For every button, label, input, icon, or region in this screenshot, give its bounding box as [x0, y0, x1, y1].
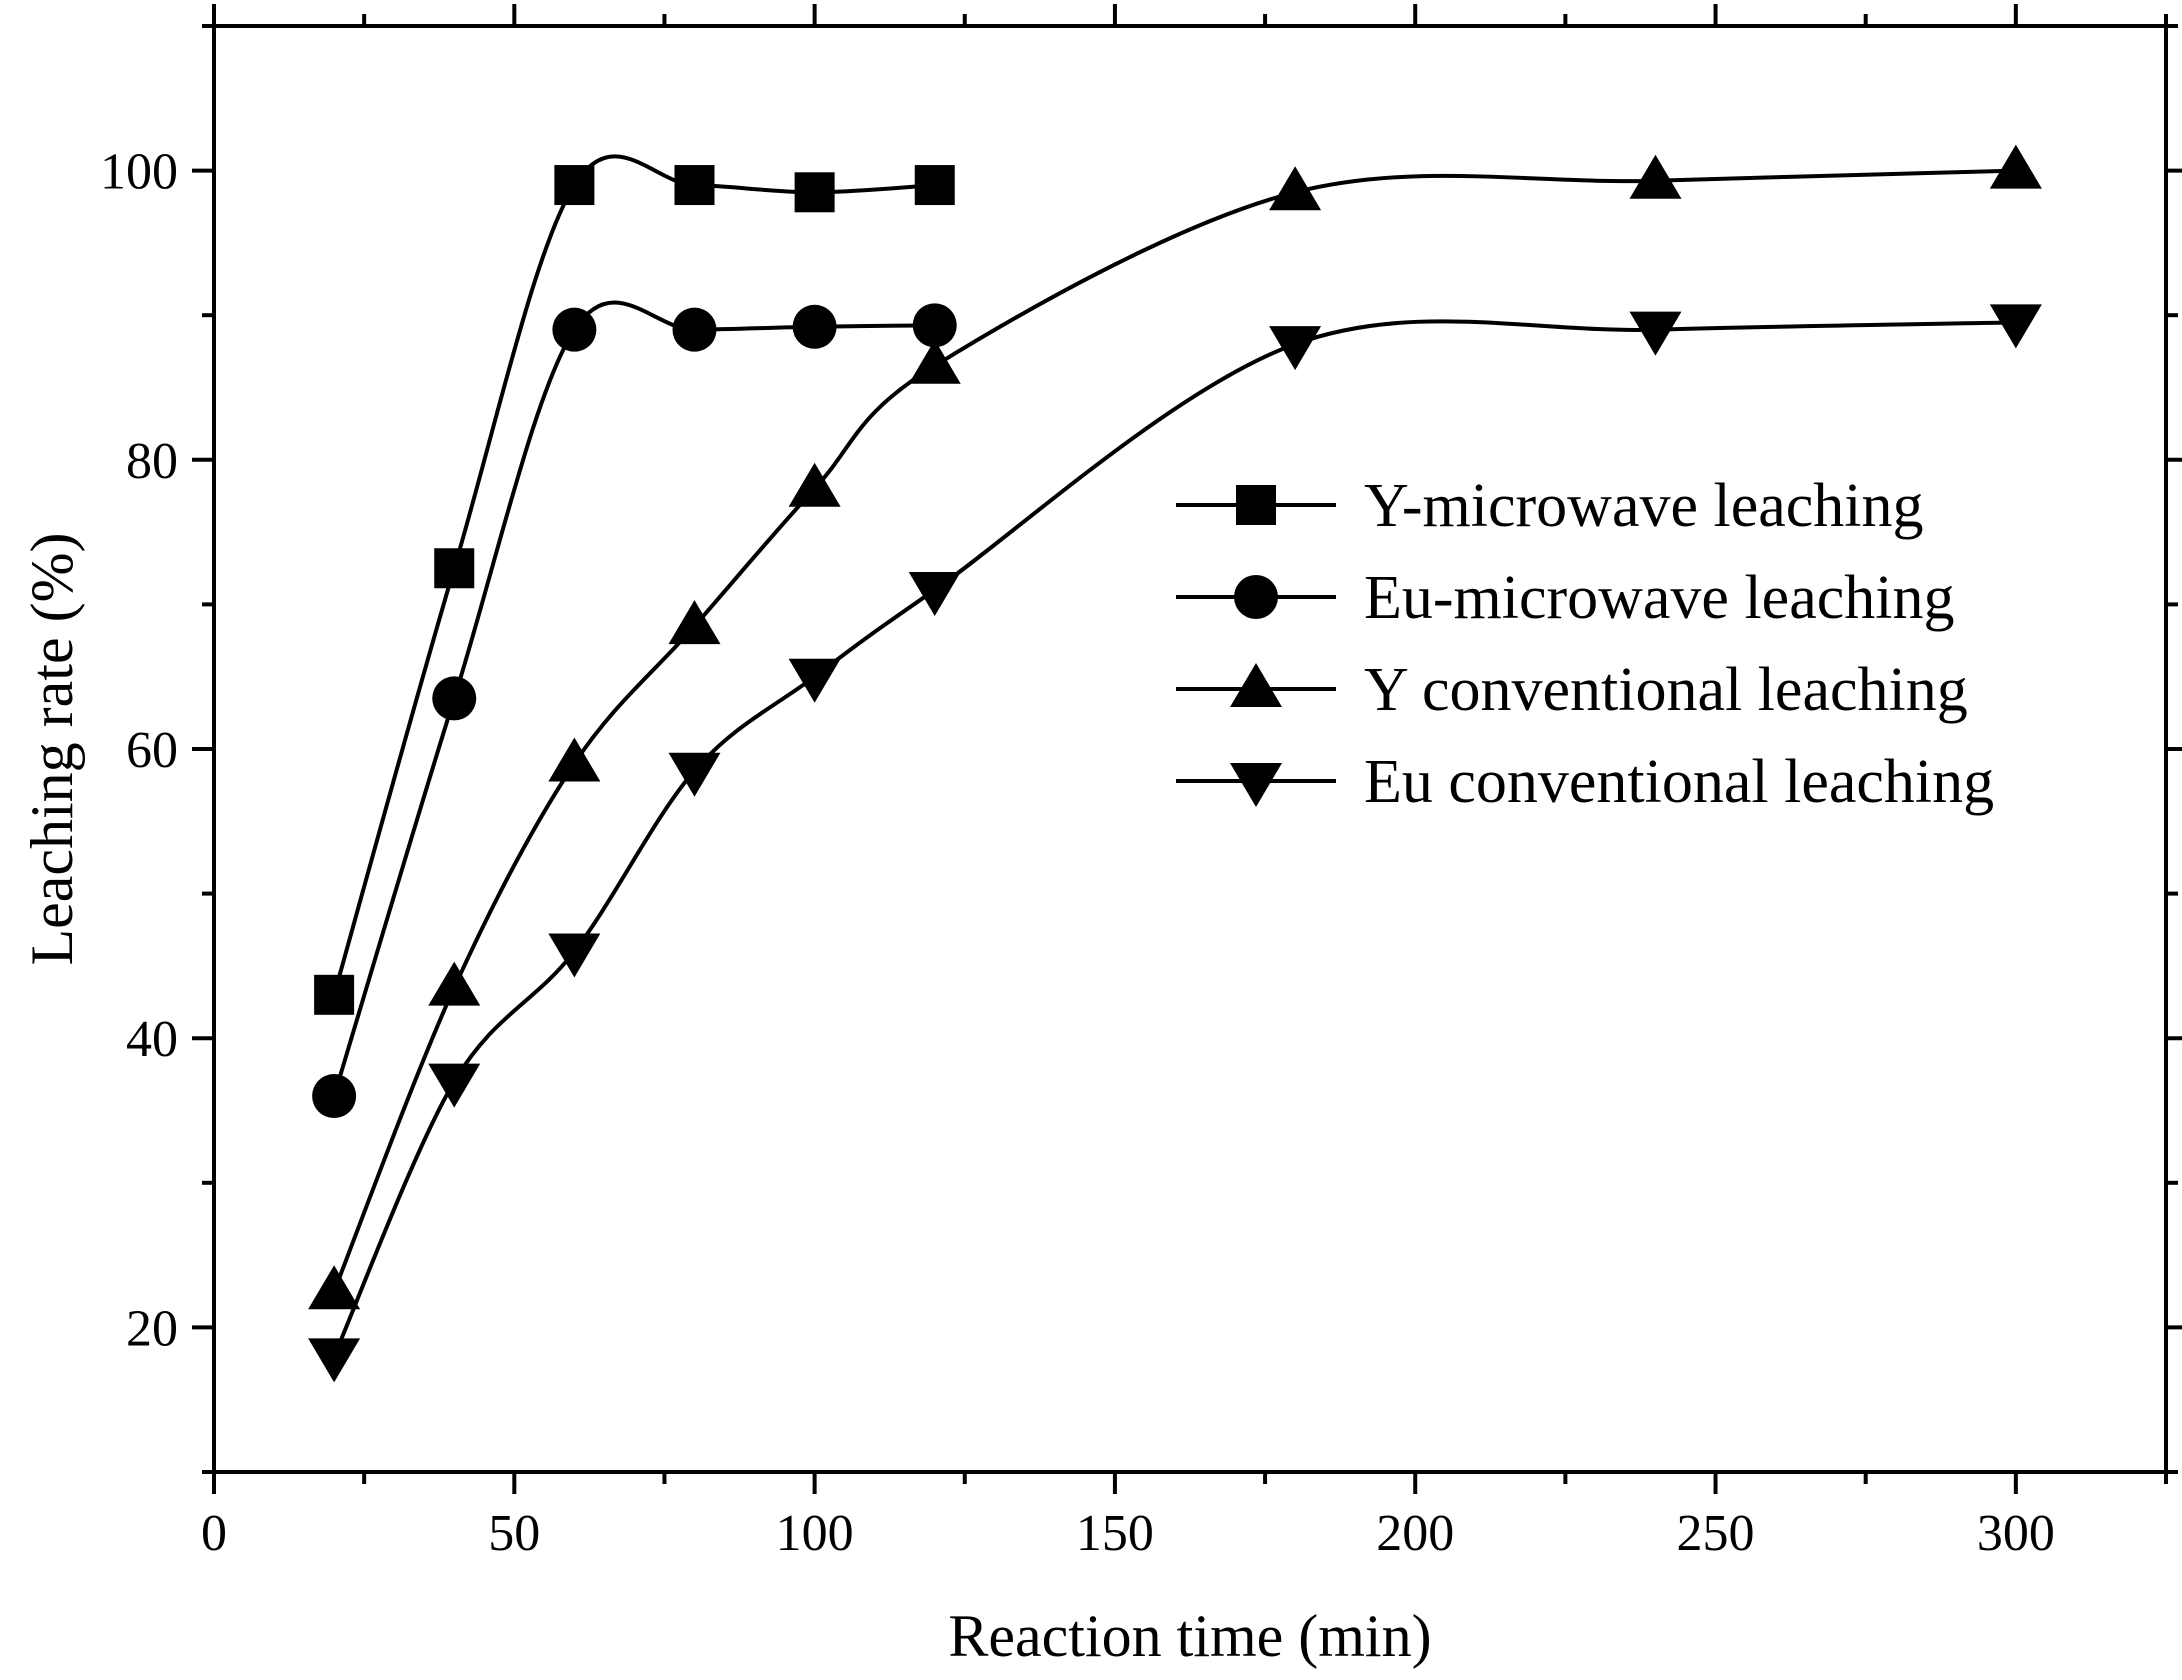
- data-point: [1269, 326, 1322, 371]
- legend-entry: Y-microwave leaching: [1176, 472, 1923, 540]
- data-point: [1269, 166, 1322, 211]
- data-point: [794, 172, 835, 213]
- data-point: [554, 165, 595, 206]
- series-0: [314, 154, 955, 1015]
- legend-label: Eu-microwave leaching: [1364, 564, 1954, 632]
- legend-marker: [1234, 575, 1278, 619]
- series-line: [332, 300, 935, 1097]
- y-tick-label: 60: [126, 722, 178, 779]
- legend-marker: [1230, 663, 1282, 707]
- data-point: [672, 307, 717, 352]
- legend-entry: Y conventional leaching: [1176, 656, 1968, 724]
- legend-label: Y-microwave leaching: [1364, 472, 1923, 540]
- legend-marker: [1230, 763, 1282, 807]
- data-point: [314, 974, 355, 1015]
- data-point: [668, 600, 721, 645]
- x-tick-label: 50: [488, 1505, 540, 1562]
- x-tick-label: 250: [1677, 1505, 1755, 1562]
- data-point: [428, 961, 481, 1006]
- data-point: [548, 737, 601, 782]
- x-tick-label: 200: [1376, 1505, 1454, 1562]
- data-point: [912, 303, 957, 348]
- data-point: [312, 1074, 357, 1119]
- data-point: [548, 933, 601, 978]
- y-axis-title: Leaching rate (%): [19, 532, 85, 965]
- x-tick-label: 100: [776, 1505, 854, 1562]
- data-point: [308, 1265, 361, 1310]
- legend-entry: Eu conventional leaching: [1176, 748, 1994, 816]
- data-point: [432, 676, 477, 721]
- data-point: [668, 752, 721, 797]
- x-tick-label: 0: [201, 1505, 227, 1562]
- data-point: [908, 571, 961, 616]
- series-line: [332, 319, 2016, 1358]
- data-point: [308, 1338, 361, 1383]
- legend-label: Y conventional leaching: [1364, 656, 1968, 724]
- data-point: [434, 548, 475, 589]
- data-point: [674, 165, 715, 206]
- data-point: [914, 165, 955, 206]
- series-line: [332, 168, 2016, 1292]
- data-point: [908, 339, 961, 384]
- data-point: [428, 1063, 481, 1108]
- y-tick-label: 80: [126, 433, 178, 490]
- data-point: [1629, 311, 1682, 356]
- series-line: [332, 154, 935, 996]
- data-point: [552, 307, 597, 352]
- data-point: [1989, 304, 2042, 349]
- series-3: [308, 304, 2042, 1383]
- y-tick-label: 100: [100, 144, 178, 201]
- series-2: [308, 144, 2042, 1310]
- y-tick-label: 40: [126, 1011, 178, 1068]
- data-point: [1629, 154, 1682, 199]
- data-point: [788, 462, 841, 507]
- x-axis-title: Reaction time (min): [948, 1603, 1431, 1669]
- data-point: [788, 658, 841, 703]
- x-tick-label: 300: [1977, 1505, 2055, 1562]
- legend-marker: [1236, 485, 1276, 525]
- legend-label: Eu conventional leaching: [1364, 748, 1994, 816]
- data-point: [792, 304, 837, 349]
- x-tick-label: 150: [1076, 1505, 1154, 1562]
- legend-entry: Eu-microwave leaching: [1176, 564, 1954, 632]
- series-1: [312, 300, 957, 1119]
- data-point: [1989, 144, 2042, 189]
- y-tick-label: 20: [126, 1300, 178, 1357]
